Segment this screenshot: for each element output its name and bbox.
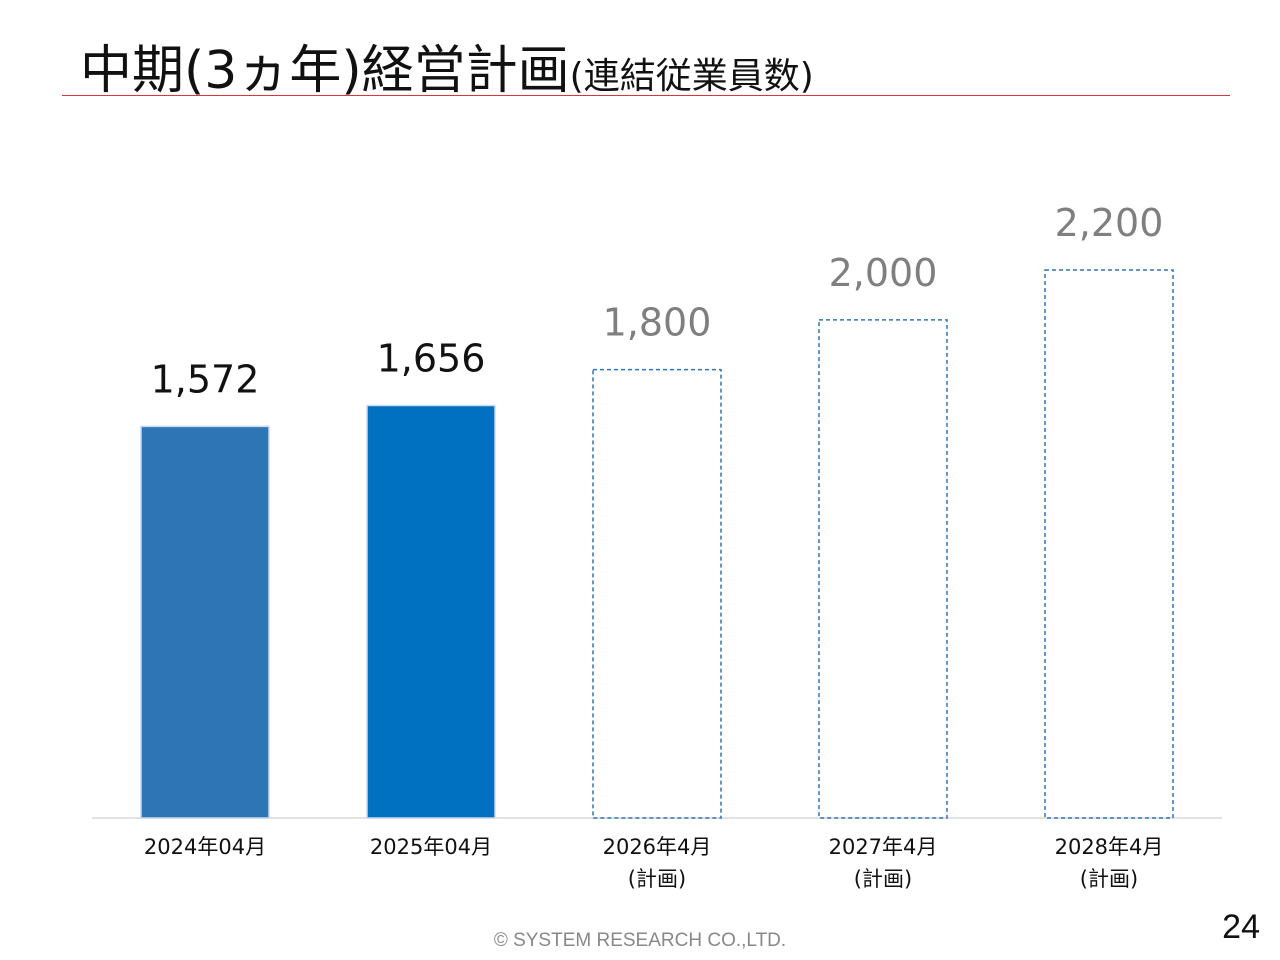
x-tick-label: 2026年4月 xyxy=(603,835,712,859)
bar-value-label: 2,200 xyxy=(1055,201,1164,245)
x-tick-label: 2025年04月 xyxy=(370,835,492,859)
bar-value-label: 1,572 xyxy=(151,357,260,401)
bar-value-label: 2,000 xyxy=(829,251,938,295)
x-tick-label: 2024年04月 xyxy=(144,835,266,859)
title-subtitle: (連結従業員数) xyxy=(569,56,814,97)
copyright-footer: © SYSTEM RESEARCH CO.,LTD. xyxy=(493,930,787,951)
bar-plan xyxy=(1044,269,1174,819)
x-tick-label: 2028年4月 xyxy=(1055,835,1164,859)
x-tick-sublabel: (計画) xyxy=(854,867,912,891)
bar-actual xyxy=(366,404,496,819)
title-main: 中期(3ヵ年)経営計画 xyxy=(80,41,570,101)
bar-actual xyxy=(140,425,270,819)
x-tick-label: 2027年4月 xyxy=(829,835,938,859)
x-tick-sublabel: (計画) xyxy=(1080,867,1138,891)
bar-plan xyxy=(592,368,722,819)
bar-value-label: 1,800 xyxy=(603,301,712,345)
bar-value-label: 1,656 xyxy=(377,337,486,381)
bar-plan xyxy=(818,319,948,819)
title-underline xyxy=(62,95,1230,96)
x-tick-sublabel: (計画) xyxy=(628,867,686,891)
page-title: 中期(3ヵ年)経営計画(連結従業員数) xyxy=(80,28,814,103)
employee-bar-chart: 1,572 2024年04月 1,656 2025年04月 1,800 2026年4月 (計… xyxy=(92,201,1222,891)
page-number: 24 xyxy=(1222,908,1260,946)
